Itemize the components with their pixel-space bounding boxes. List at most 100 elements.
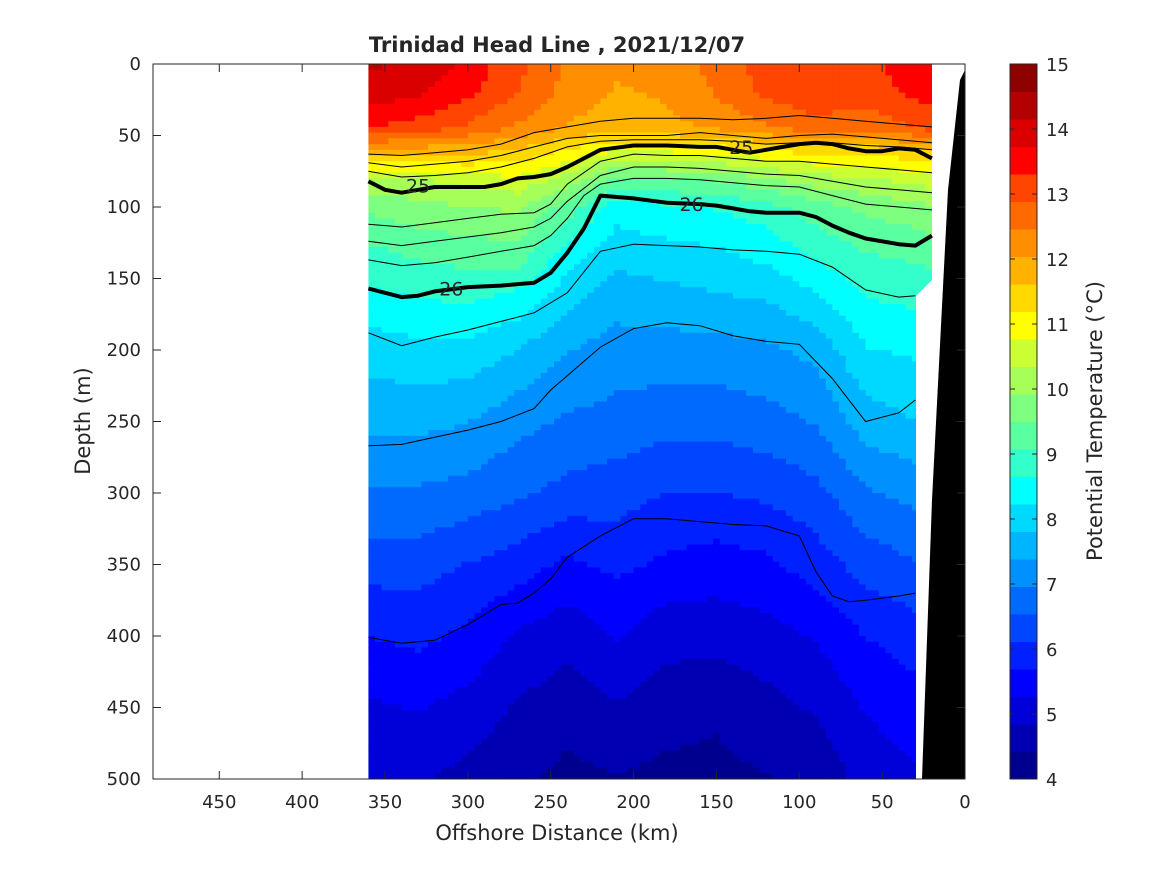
temperature-cell xyxy=(567,738,575,746)
temperature-cell xyxy=(600,773,608,779)
temperature-cell xyxy=(613,292,621,300)
temperature-cell xyxy=(501,710,509,717)
temperature-cell xyxy=(547,212,555,220)
temperature-cell xyxy=(514,241,522,248)
temperature-cell xyxy=(481,218,489,225)
temperature-cell xyxy=(527,590,535,597)
temperature-cell xyxy=(613,607,621,614)
temperature-cell xyxy=(547,321,555,328)
temperature-cell xyxy=(368,281,376,288)
temperature-cell xyxy=(520,315,529,322)
temperature-cell xyxy=(554,292,562,300)
temperature-cell xyxy=(388,704,396,711)
temperature-cell xyxy=(547,693,555,700)
temperature-cell xyxy=(454,321,462,328)
temperature-cell xyxy=(441,441,449,448)
temperature-cell xyxy=(421,636,429,643)
temperature-cell xyxy=(375,493,383,500)
temperature-cell xyxy=(481,412,489,420)
temperature-cell xyxy=(474,69,482,77)
temperature-cell xyxy=(573,504,582,511)
temperature-cell xyxy=(620,252,628,260)
temperature-cell xyxy=(441,584,449,591)
temperature-cell xyxy=(394,275,403,282)
temperature-cell xyxy=(494,533,502,540)
temperature-cell xyxy=(467,321,476,328)
temperature-cell xyxy=(434,390,442,397)
temperature-cell xyxy=(428,138,436,145)
temperature-cell xyxy=(401,258,409,265)
temperature-cell xyxy=(567,355,575,363)
temperature-cell xyxy=(441,309,449,317)
temperature-cell xyxy=(520,710,529,717)
temperature-cell xyxy=(514,521,522,528)
temperature-cell xyxy=(408,527,416,534)
temperature-cell xyxy=(620,555,628,563)
temperature-cell xyxy=(388,281,396,288)
temperature-cell xyxy=(600,670,608,677)
temperature-cell xyxy=(620,401,628,408)
temperature-cell xyxy=(368,332,376,340)
temperature-cell xyxy=(587,698,595,706)
temperature-cell xyxy=(626,212,635,220)
temperature-cell xyxy=(394,424,403,431)
temperature-cell xyxy=(401,727,409,734)
temperature-cell xyxy=(447,756,456,763)
temperature-cell xyxy=(388,738,396,746)
temperature-cell xyxy=(474,104,482,111)
temperature-cell xyxy=(600,430,608,437)
temperature-cell xyxy=(607,613,615,620)
temperature-cell xyxy=(434,372,442,380)
temperature-cell xyxy=(620,361,628,368)
temperature-cell xyxy=(600,407,608,414)
temperature-cell xyxy=(408,756,416,763)
temperature-cell xyxy=(554,350,562,357)
temperature-cell xyxy=(474,561,482,568)
temperature-cell xyxy=(593,384,602,391)
temperature-cell xyxy=(554,178,562,185)
temperature-cell xyxy=(401,498,409,506)
temperature-cell xyxy=(593,344,602,351)
temperature-cell xyxy=(408,618,416,626)
temperature-cell xyxy=(587,435,595,443)
temperature-cell xyxy=(613,727,621,734)
temperature-cell xyxy=(388,544,396,551)
temperature-cell xyxy=(560,321,568,328)
temperature-cell xyxy=(540,195,548,202)
temperature-cell xyxy=(520,607,529,614)
temperature-cell xyxy=(587,241,595,248)
temperature-cell xyxy=(414,178,423,185)
temperature-cell xyxy=(494,504,502,511)
temperature-cell xyxy=(428,475,436,483)
temperature-cell xyxy=(494,584,502,591)
temperature-cell xyxy=(428,81,436,88)
temperature-cell xyxy=(428,275,436,282)
temperature-cell xyxy=(447,521,456,528)
temperature-cell xyxy=(408,487,416,494)
temperature-cell xyxy=(593,178,602,185)
temperature-cell xyxy=(607,447,615,454)
temperature-cell xyxy=(626,384,635,391)
temperature-cell xyxy=(514,618,522,626)
temperature-cell xyxy=(514,315,522,322)
temperature-cell xyxy=(573,292,582,300)
temperature-cell xyxy=(573,590,582,597)
temperature-cell xyxy=(507,578,515,586)
temperature-cell xyxy=(368,327,376,334)
temperature-cell xyxy=(447,378,456,385)
temperature-cell xyxy=(481,104,489,111)
temperature-cell xyxy=(560,121,568,128)
temperature-cell xyxy=(394,92,403,99)
temperature-cell xyxy=(434,601,442,608)
temperature-cell xyxy=(414,721,423,729)
temperature-cell xyxy=(434,189,442,197)
temperature-cell xyxy=(408,681,416,689)
temperature-cell xyxy=(573,555,582,563)
temperature-cell xyxy=(434,218,442,225)
temperature-cell xyxy=(534,721,542,729)
temperature-cell xyxy=(487,92,495,99)
temperature-cell xyxy=(375,144,383,151)
temperature-cell xyxy=(514,149,522,157)
temperature-cell xyxy=(487,470,495,477)
temperature-cell xyxy=(368,121,376,128)
